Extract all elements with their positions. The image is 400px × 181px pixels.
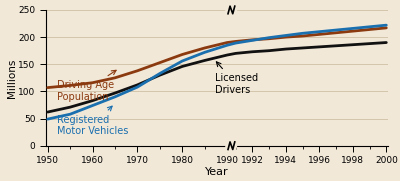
Text: Licensed
Drivers: Licensed Drivers bbox=[215, 62, 258, 95]
Text: Driving Age
Population: Driving Age Population bbox=[57, 70, 116, 102]
Y-axis label: Millions: Millions bbox=[7, 58, 17, 98]
Text: Registered
Motor Vehicles: Registered Motor Vehicles bbox=[57, 106, 128, 136]
X-axis label: Year: Year bbox=[205, 167, 229, 176]
